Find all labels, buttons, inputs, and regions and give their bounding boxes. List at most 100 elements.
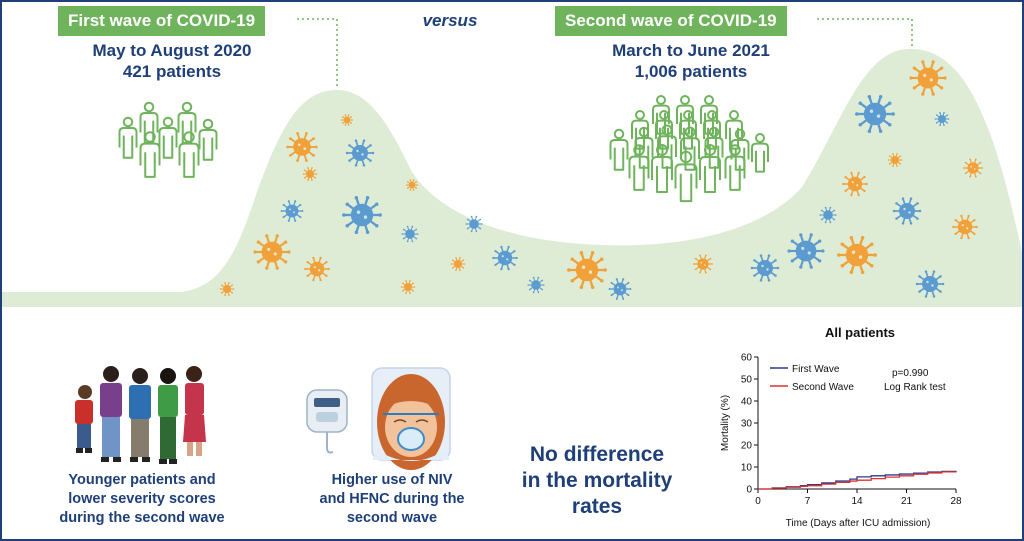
virus-icon	[342, 195, 382, 235]
caption-line: in the mortality	[521, 469, 673, 492]
crowd-icon-first-wave	[118, 101, 218, 178]
legend-second-wave-label: Second Wave	[792, 382, 854, 393]
person-man	[129, 368, 151, 462]
first-wave-period: May to August 2020	[92, 41, 252, 60]
caption-line: Younger patients and	[68, 472, 216, 488]
y-tick-label: 20	[741, 441, 753, 452]
virus-icon	[909, 60, 947, 96]
virus-icon	[567, 250, 607, 290]
caption-line: and HFNC during the	[319, 491, 465, 507]
x-tick-label: 7	[805, 496, 811, 507]
caption-line: Higher use of NIV	[331, 472, 453, 488]
chart-x-axis-label: Time (Days after ICU admission)	[786, 518, 931, 529]
second-wave-period: March to June 2021	[612, 41, 770, 60]
younger-patients-caption: Younger patients and lower severity scor…	[32, 471, 252, 528]
person-woman-red	[183, 366, 206, 456]
virus-icon	[280, 200, 304, 222]
first-wave-badge: First wave of COVID-19	[58, 6, 266, 36]
caption-line: lower severity scores	[68, 491, 216, 507]
niv-hfnc-caption: Higher use of NIV and HFNC during the se…	[292, 471, 492, 528]
first-wave-patients: 421 patients	[122, 62, 222, 81]
y-tick-label: 30	[741, 419, 753, 430]
virus-icon	[527, 276, 545, 294]
virus-icon	[819, 206, 837, 224]
second-wave-patients: 1,006 patients	[634, 62, 748, 81]
y-tick-label: 40	[741, 397, 753, 408]
virus-icon	[892, 197, 922, 225]
person-outline-icon	[198, 118, 218, 161]
ventilator-device-icon	[306, 389, 348, 454]
virus-icon	[915, 270, 945, 298]
virus-icon	[787, 233, 825, 269]
virus-icon	[406, 179, 419, 191]
person-outline-icon	[751, 133, 769, 173]
person-outline-icon	[178, 131, 200, 178]
virus-icon	[450, 257, 466, 271]
second-wave-badge: Second wave of COVID-19	[555, 6, 787, 36]
p-value-annotation: p=0.990	[892, 368, 929, 379]
virus-particles	[219, 60, 983, 300]
caption-line: No difference	[529, 443, 665, 466]
virus-icon	[304, 256, 330, 282]
virus-icon	[837, 235, 877, 275]
virus-icon	[465, 215, 483, 233]
connector-second-wave	[817, 18, 913, 48]
person-woman-blue	[100, 366, 122, 462]
log-rank-annotation: Log Rank test	[884, 382, 946, 393]
person-outline-icon	[139, 131, 161, 178]
family-illustration	[75, 366, 206, 464]
epidemic-hills	[2, 48, 1022, 308]
person-outline-icon	[680, 126, 700, 171]
virus-icon	[286, 132, 318, 162]
person-child	[75, 385, 93, 453]
person-outline-icon	[651, 144, 673, 193]
connector-first-wave	[297, 18, 338, 88]
virus-icon	[855, 94, 895, 134]
person-outline-icon	[724, 144, 746, 191]
chart-y-axis-label: Mortality (%)	[720, 395, 731, 451]
virus-icon	[608, 278, 632, 300]
niv-hfnc-illustration	[306, 367, 451, 470]
series-line-second-wave	[758, 471, 957, 490]
virus-icon	[302, 167, 318, 181]
mortality-caption: No difference in the mortality rates	[512, 442, 682, 520]
virus-icon	[341, 114, 354, 126]
person-outline-icon	[674, 150, 698, 203]
person-outline-icon	[655, 110, 673, 150]
virus-icon	[345, 139, 375, 167]
virus-icon	[253, 234, 291, 270]
virus-icon	[400, 280, 416, 294]
caption-line: rates	[571, 495, 623, 518]
x-tick-label: 28	[950, 496, 962, 507]
person-outline-icon	[609, 128, 629, 171]
virus-icon	[842, 171, 868, 197]
x-tick-label: 21	[901, 496, 913, 507]
y-tick-label: 60	[741, 353, 753, 364]
person-woman-green	[158, 368, 178, 464]
chart-axes: 0 10 20 30 40 50 60 0 7 14 21 28	[741, 353, 962, 508]
virus-icon	[934, 112, 950, 126]
caption-line: during the second wave	[59, 510, 225, 526]
versus-label: versus	[422, 11, 478, 30]
person-outline-icon	[628, 144, 650, 191]
second-wave-info: March to June 2021 1,006 patients	[576, 40, 806, 82]
virus-icon	[963, 158, 983, 178]
x-tick-label: 14	[851, 496, 863, 507]
wave-hill-shape	[2, 48, 1022, 308]
virus-icon	[693, 254, 713, 274]
virus-icon	[750, 254, 780, 282]
person-outline-icon	[158, 116, 178, 159]
chart-title: All patients	[825, 325, 895, 340]
first-wave-info: May to August 2020 421 patients	[62, 40, 282, 82]
virus-icon	[952, 214, 978, 240]
virus-icon	[887, 153, 903, 167]
legend-first-wave-label: First Wave	[792, 364, 840, 375]
mortality-chart: All patients 0 10 20 30 40 50 60 0 7 14 21 28 Morta…	[720, 325, 962, 529]
caption-line: second wave	[346, 510, 438, 526]
virus-icon	[219, 282, 235, 296]
crowd-icon-second-wave	[609, 95, 769, 203]
y-tick-label: 0	[746, 485, 752, 496]
virus-icon	[492, 245, 518, 271]
